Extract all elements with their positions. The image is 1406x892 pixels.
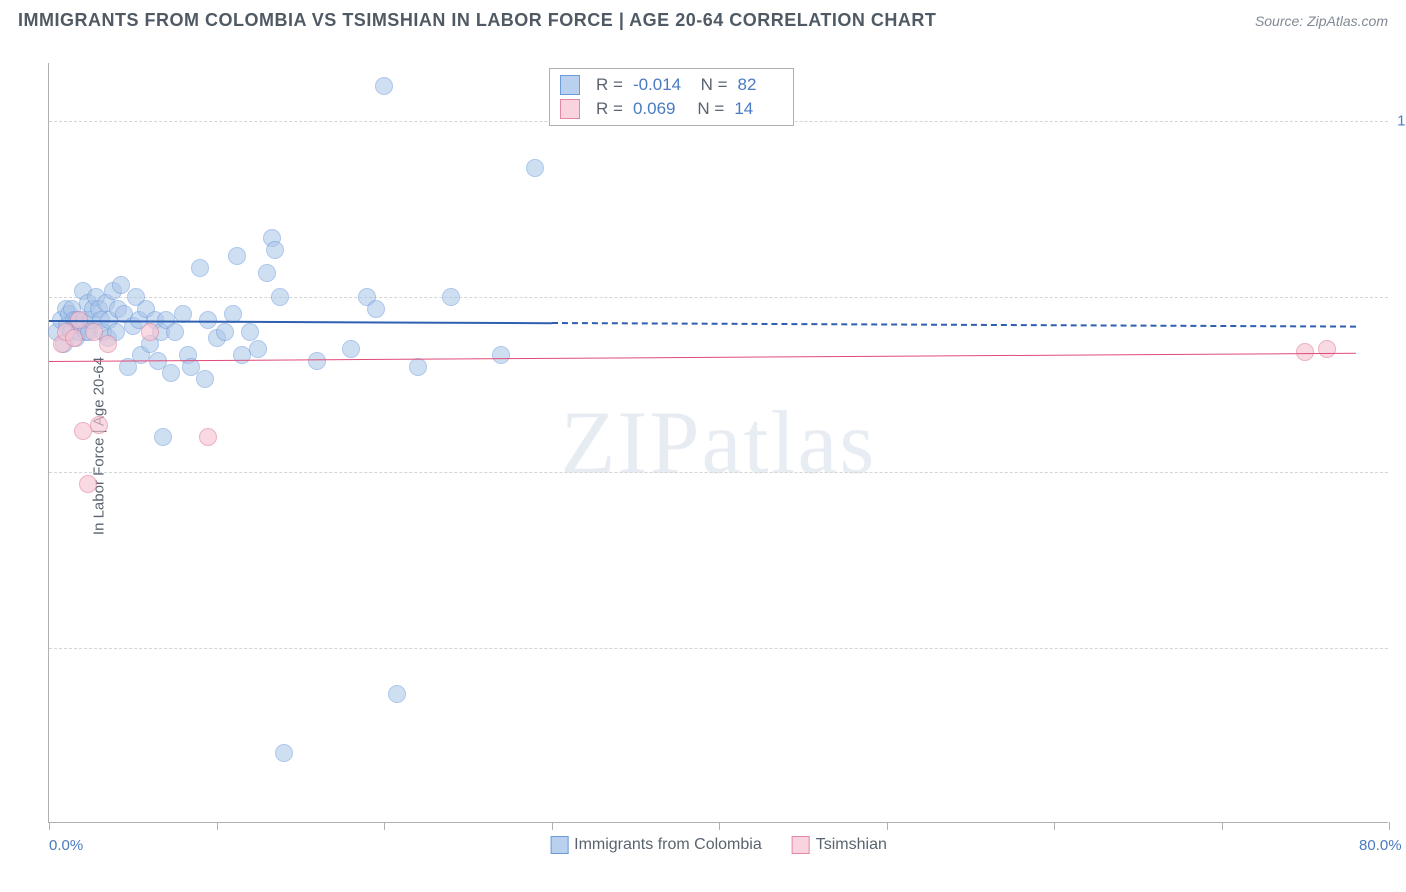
- source-label: Source: ZipAtlas.com: [1255, 13, 1388, 29]
- data-point: [367, 300, 385, 318]
- legend-n-value: 82: [738, 75, 783, 95]
- legend-item: Tsimshian: [792, 836, 887, 854]
- legend-item: Immigrants from Colombia: [550, 836, 762, 854]
- data-point: [526, 159, 544, 177]
- x-tick: [1389, 822, 1390, 830]
- gridline: [49, 472, 1388, 473]
- y-tick-label: 85.0%: [1393, 288, 1406, 305]
- data-point: [199, 428, 217, 446]
- legend-n-label: N =: [688, 99, 724, 119]
- data-point: [375, 77, 393, 95]
- legend-label: Tsimshian: [816, 836, 887, 853]
- x-tick: [217, 822, 218, 830]
- legend-swatch: [560, 99, 580, 119]
- series-legend: Immigrants from Colombia Tsimshian: [550, 836, 887, 854]
- gridline: [49, 297, 1388, 298]
- data-point: [1296, 343, 1314, 361]
- data-point: [308, 352, 326, 370]
- legend-label: Immigrants from Colombia: [574, 836, 762, 853]
- data-point: [154, 428, 172, 446]
- x-tick: [1054, 822, 1055, 830]
- data-point: [90, 416, 108, 434]
- data-point: [196, 370, 214, 388]
- data-point: [249, 340, 267, 358]
- gridline: [49, 648, 1388, 649]
- legend-r-value: 0.069: [633, 99, 678, 119]
- legend-r-label: R =: [596, 75, 623, 95]
- legend-row: R = -0.014 N = 82: [560, 73, 783, 97]
- data-point: [442, 288, 460, 306]
- data-point: [492, 346, 510, 364]
- x-tick-label: 80.0%: [1359, 837, 1402, 854]
- data-point: [166, 323, 184, 341]
- x-tick: [384, 822, 385, 830]
- data-point: [266, 241, 284, 259]
- data-point: [258, 264, 276, 282]
- data-point: [228, 247, 246, 265]
- header: IMMIGRANTS FROM COLOMBIA VS TSIMSHIAN IN…: [0, 0, 1406, 37]
- chart-title: IMMIGRANTS FROM COLOMBIA VS TSIMSHIAN IN…: [18, 10, 936, 31]
- y-tick-label: 100.0%: [1393, 113, 1406, 130]
- legend-swatch: [792, 836, 810, 854]
- legend-swatch: [550, 836, 568, 854]
- chart-area: ZIPatlas 55.0%70.0%85.0%100.0%0.0%80.0%R…: [48, 63, 1388, 823]
- legend-r-label: R =: [596, 99, 623, 119]
- data-point: [162, 364, 180, 382]
- x-tick: [719, 822, 720, 830]
- data-point: [141, 323, 159, 341]
- data-point: [99, 335, 117, 353]
- legend-n-value: 14: [734, 99, 779, 119]
- data-point: [388, 685, 406, 703]
- y-tick-label: 55.0%: [1393, 639, 1406, 656]
- legend-r-value: -0.014: [633, 75, 681, 95]
- data-point: [79, 475, 97, 493]
- data-point: [241, 323, 259, 341]
- data-point: [409, 358, 427, 376]
- y-tick-label: 70.0%: [1393, 464, 1406, 481]
- legend-swatch: [560, 75, 580, 95]
- x-tick: [552, 822, 553, 830]
- data-point: [275, 744, 293, 762]
- data-point: [342, 340, 360, 358]
- x-tick: [887, 822, 888, 830]
- x-tick: [1222, 822, 1223, 830]
- data-point: [1318, 340, 1336, 358]
- data-point: [65, 329, 83, 347]
- x-tick-label: 0.0%: [49, 837, 83, 854]
- legend-n-label: N =: [691, 75, 727, 95]
- data-point: [74, 422, 92, 440]
- watermark: ZIPatlas: [561, 391, 877, 494]
- data-point: [191, 259, 209, 277]
- legend-row: R = 0.069 N = 14: [560, 97, 783, 121]
- data-point: [233, 346, 251, 364]
- data-point: [271, 288, 289, 306]
- correlation-legend: R = -0.014 N = 82R = 0.069 N = 14: [549, 68, 794, 126]
- data-point: [216, 323, 234, 341]
- trend-line: [551, 322, 1355, 328]
- x-tick: [49, 822, 50, 830]
